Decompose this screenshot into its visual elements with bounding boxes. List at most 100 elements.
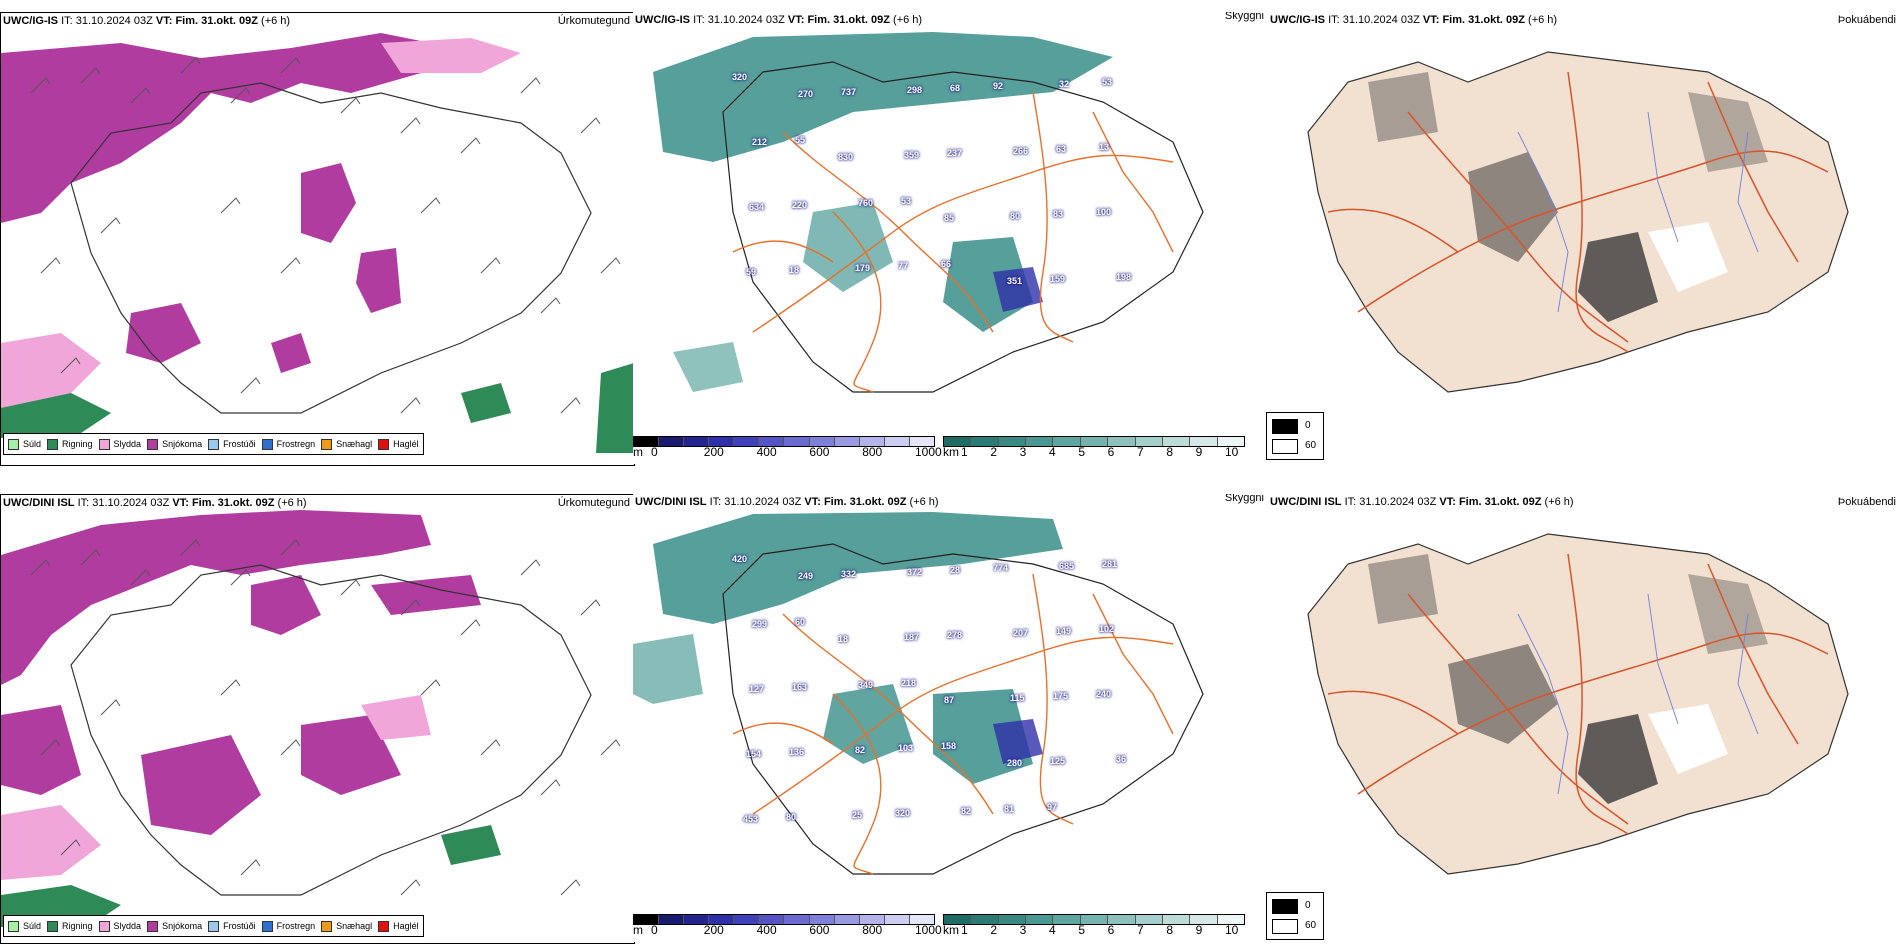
legend-item: Slydda [98,438,141,450]
colorbar-tick: 1 [961,923,968,937]
colorbar-segment [659,437,685,446]
peak-label: 87 [944,695,955,705]
colorbar-segment [734,437,760,446]
colorbar-tick: 8 [1166,923,1174,937]
peak-label: 83 [1053,209,1064,219]
colorbar-segment [1135,915,1163,924]
model-name: UWC/IG-IS [1270,14,1325,26]
cloud-panel-bottom: UWC/DINI ISL IT: 31.10.2024 03Z VT: Fim.… [633,494,1268,942]
snow-area [271,333,311,373]
fog-area [1578,232,1658,322]
peak-label: 80 [1010,211,1021,221]
vt-label: VT: [1422,14,1440,26]
fog-area [1368,72,1438,142]
it-label: IT: [693,14,705,26]
fog-swatch [1272,419,1298,434]
colorbar-segment [759,915,785,924]
land-area [1307,533,1849,875]
peak-label: 28 [950,565,961,575]
colorbar-segment [734,915,760,924]
colorbar-segment [1108,915,1136,924]
low-vis-area [993,267,1043,312]
colorbar-segment [884,437,910,446]
legend-label: Súld [23,439,42,449]
lead-time: (+6 h) [1528,14,1558,26]
colorbar-segment [1108,437,1136,446]
colorbar-tick: 5 [1078,923,1086,937]
model-name: UWC/DINI ISL [635,496,707,508]
iceland-outline [70,564,592,896]
colorbar-segment [784,437,810,446]
colorbar-segment [909,437,934,446]
colorbar-tick: 600 [809,923,830,937]
legend-item: Snjókoma [147,438,202,450]
vt-value: Fim. 31.okt. 09Z [175,15,258,27]
colorbar-tick: 1000 [915,923,942,937]
peak-label: 149 [1056,626,1072,636]
peak-label: 158 [941,741,957,751]
legend-label: Rigning [62,439,93,449]
precip-legend-bottom: Súld Rigning Slydda Snjókoma Frostúði Fr… [3,915,424,937]
snow-area [301,715,401,795]
cloud-map-top [653,32,1204,393]
vt-value: Fim. 31.okt. 09Z [1442,14,1525,26]
colorbar-segment [859,915,885,924]
peak-label: 25 [852,810,863,820]
colorbar-tick: 800 [862,445,883,459]
peak-label: 207 [1013,628,1029,638]
legend-label: Frostúði [223,921,256,931]
vt-label: VT: [787,14,805,26]
colorbar-tick: 1000 [915,445,942,459]
model-name: UWC/IG-IS [635,14,690,26]
colorbar-segment [659,915,685,924]
peak-label: 60 [795,617,806,627]
vt-value: Fim. 31.okt. 09Z [823,496,907,508]
vt-label: VT: [804,496,821,508]
peak-label: 634 [749,202,765,212]
peak-label: 82 [961,806,972,816]
colorbar-tick: 4 [1049,923,1056,937]
legend-item: Rigning [47,438,93,450]
colorbar-segment [834,915,860,924]
cloud-map-bottom [633,512,1204,875]
river-lines [1517,593,1759,795]
colorbar-segment [859,437,885,446]
vis-colorbar-bottom [943,914,1245,925]
low-vis-area [653,32,1113,162]
legend-swatch [378,920,390,932]
colorbar-segment [834,437,860,446]
snow-area [371,575,481,615]
cloud-title-bottom: Skyggni [1224,494,1264,504]
colorbar-tick: 2 [990,923,998,937]
colorbar-segment [684,437,710,446]
fog-title-bottom: Þokuábendi [1837,496,1896,508]
peak-label: 774 [993,563,1009,573]
legend-label: Rigning [62,921,93,931]
sleet-area [361,695,431,740]
colorbar-segment [998,437,1027,446]
peak-label: 36 [1116,754,1127,764]
legend-label: Frostúði [223,439,256,449]
peak-label: 351 [1007,276,1023,286]
precip-panel-bottom: UWC/DINI ISL IT: 31.10.2024 03Z VT: Fim.… [0,494,635,944]
fog-area [1448,644,1558,744]
colorbar-segment [1080,915,1109,924]
snow-area [1,510,431,685]
fog-panel-top: UWC/IG-IS IT: 31.10.2024 03Z VT: Fim. 31… [1268,12,1900,464]
peak-label: 66 [941,259,952,269]
it-value: 31.10.2024 03Z [1359,496,1437,508]
cloud-header-bottom: UWC/DINI ISL IT: 31.10.2024 03Z VT: Fim.… [635,496,939,508]
colorbar-tick: 400 [756,445,777,459]
peak-label: 187 [904,632,920,642]
it-value: 31.10.2024 03Z [707,14,785,26]
precip-title-bottom: Úrkomutegund [557,497,630,509]
peak-label: 175 [1053,691,1069,701]
colorbar-tick: 800 [862,923,883,937]
snow-area [251,575,321,635]
rain-area [461,383,511,423]
fog-panel-bottom: UWC/DINI ISL IT: 31.10.2024 03Z VT: Fim.… [1268,494,1900,942]
colorbar-tick: 200 [703,445,724,459]
legend-swatch [208,438,220,450]
peak-label: 32 [1059,79,1070,89]
vt-label: VT: [155,15,173,27]
